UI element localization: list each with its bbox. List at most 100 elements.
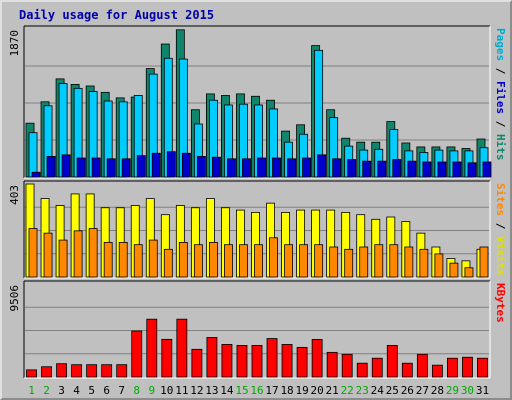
bar-pages-day-30 bbox=[467, 162, 477, 178]
bar-kbytes-day-19 bbox=[296, 346, 308, 378]
day-label: 21 bbox=[326, 384, 339, 397]
bar-sites-day-8 bbox=[133, 244, 143, 278]
bar-pages-day-23 bbox=[362, 160, 372, 178]
bar-pages-day-7 bbox=[121, 158, 131, 178]
bar-pages-day-14 bbox=[227, 158, 236, 178]
day-label: 1 bbox=[28, 384, 35, 397]
legend-entry: Hits bbox=[494, 134, 507, 161]
bar-kbytes-day-18 bbox=[281, 344, 293, 378]
series-legend: Sites / Visits bbox=[494, 183, 507, 276]
bar-pages-day-8 bbox=[136, 155, 146, 178]
day-label: 23 bbox=[356, 384, 369, 397]
bar-pages-day-5 bbox=[91, 157, 101, 178]
legend-entry: Visits bbox=[494, 236, 507, 276]
day-label: 16 bbox=[250, 384, 263, 397]
bar-sites-day-13 bbox=[208, 241, 218, 278]
bar-sites-day-22 bbox=[344, 248, 354, 278]
legend-entry: / bbox=[494, 114, 507, 134]
bar-kbytes-day-15 bbox=[236, 344, 248, 378]
bar-sites-day-29 bbox=[449, 262, 459, 278]
day-label: 18 bbox=[280, 384, 293, 397]
bar-sites-day-26 bbox=[404, 246, 414, 278]
day-label: 20 bbox=[311, 384, 324, 397]
bar-kbytes-day-3 bbox=[56, 363, 67, 378]
bar-sites-day-5 bbox=[88, 228, 98, 278]
bar-kbytes-day-28 bbox=[431, 364, 443, 378]
day-label: 29 bbox=[446, 384, 459, 397]
y-max-label: 1870 bbox=[8, 30, 21, 57]
bar-sites-day-16 bbox=[254, 244, 263, 278]
bar-sites-day-14 bbox=[224, 244, 233, 278]
bar-kbytes-day-2 bbox=[41, 366, 52, 378]
y-max-label: 403 bbox=[8, 185, 21, 205]
legend-entry: Sites bbox=[494, 183, 507, 216]
bar-sites-day-30 bbox=[464, 267, 474, 278]
bar-pages-day-10 bbox=[166, 151, 176, 178]
bar-kbytes-day-7 bbox=[116, 364, 128, 378]
bar-pages-day-20 bbox=[317, 154, 327, 178]
day-label: 3 bbox=[58, 384, 65, 397]
chart-title: Daily usage for August 2015 bbox=[19, 8, 214, 22]
bar-pages-day-19 bbox=[302, 157, 312, 178]
bar-kbytes-day-9 bbox=[146, 318, 158, 378]
day-label: 8 bbox=[133, 384, 140, 397]
day-label: 2 bbox=[43, 384, 50, 397]
bar-pages-day-26 bbox=[407, 160, 417, 178]
bar-kbytes-day-17 bbox=[266, 338, 278, 378]
bar-pages-day-6 bbox=[106, 158, 116, 178]
bar-sites-day-21 bbox=[329, 246, 339, 278]
legend-entry: Files bbox=[494, 81, 507, 114]
day-label: 31 bbox=[476, 384, 489, 397]
bar-sites-day-27 bbox=[419, 248, 429, 278]
bar-pages-day-16 bbox=[257, 157, 266, 178]
bar-sites-day-19 bbox=[299, 244, 309, 278]
bar-sites-day-11 bbox=[178, 241, 188, 278]
day-label: 9 bbox=[148, 384, 155, 397]
bar-kbytes-day-21 bbox=[326, 351, 338, 378]
bar-kbytes-day-16 bbox=[251, 344, 263, 378]
bar-kbytes-day-22 bbox=[341, 353, 353, 378]
day-label: 25 bbox=[386, 384, 399, 397]
bar-kbytes-day-29 bbox=[447, 357, 458, 378]
bar-kbytes-day-13 bbox=[206, 337, 218, 378]
bar-kbytes-day-30 bbox=[462, 356, 473, 378]
day-label: 28 bbox=[431, 384, 444, 397]
day-label: 26 bbox=[401, 384, 414, 397]
bar-kbytes-day-12 bbox=[191, 348, 203, 378]
bar-sites-day-20 bbox=[314, 244, 324, 278]
bar-kbytes-day-6 bbox=[101, 364, 113, 378]
plot-layer: 1870 Pages / Files / Hits 403 Sites / Visit… bbox=[8, 25, 507, 397]
day-label: 7 bbox=[118, 384, 125, 397]
bar-sites-day-25 bbox=[389, 244, 399, 278]
bar-pages-day-25 bbox=[392, 159, 402, 178]
day-label: 19 bbox=[295, 384, 308, 397]
bar-pages-day-24 bbox=[377, 160, 387, 178]
bar-sites-day-24 bbox=[374, 244, 384, 278]
day-label: 30 bbox=[461, 384, 474, 397]
bar-pages-day-12 bbox=[196, 156, 206, 178]
y-max-label: 9506 bbox=[8, 285, 21, 312]
bar-kbytes-day-27 bbox=[416, 353, 428, 378]
bar-pages-day-13 bbox=[211, 156, 221, 178]
bar-pages-day-29 bbox=[452, 161, 462, 178]
day-label: 15 bbox=[235, 384, 248, 397]
bar-pages-day-9 bbox=[151, 152, 161, 178]
bar-sites-day-3 bbox=[58, 239, 68, 278]
bar-kbytes-day-26 bbox=[401, 362, 413, 378]
bar-kbytes-day-14 bbox=[221, 344, 233, 378]
day-label: 6 bbox=[103, 384, 110, 397]
bar-kbytes-day-4 bbox=[71, 364, 83, 378]
bar-pages-day-22 bbox=[347, 159, 357, 178]
bar-pages-day-28 bbox=[437, 161, 447, 178]
bar-sites-day-15 bbox=[239, 244, 248, 278]
bar-pages-day-17 bbox=[272, 157, 281, 178]
day-label: 14 bbox=[220, 384, 234, 397]
bar-sites-day-28 bbox=[434, 253, 444, 278]
bar-sites-day-10 bbox=[163, 248, 173, 278]
bar-kbytes-day-8 bbox=[131, 330, 143, 378]
legend-entry: Pages bbox=[494, 28, 507, 61]
bar-pages-day-18 bbox=[287, 158, 296, 178]
day-label: 13 bbox=[205, 384, 218, 397]
bar-pages-day-3 bbox=[61, 154, 71, 178]
bar-sites-day-9 bbox=[148, 239, 158, 278]
